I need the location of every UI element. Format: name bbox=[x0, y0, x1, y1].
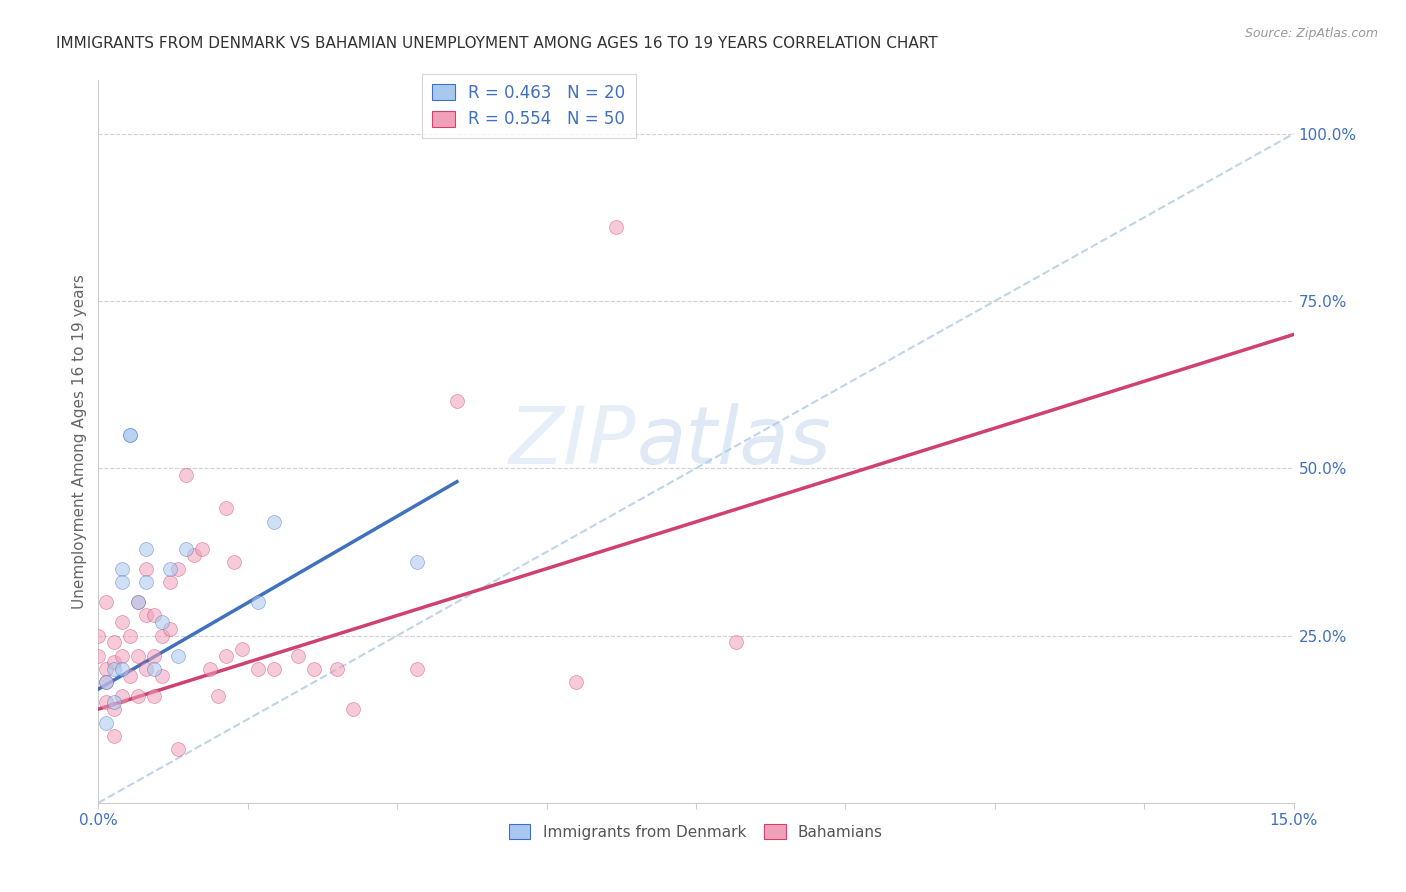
Point bbox=[724, 635, 747, 649]
Point bbox=[167, 562, 190, 576]
Point bbox=[135, 575, 157, 590]
Point bbox=[111, 689, 134, 703]
Point bbox=[135, 662, 157, 676]
Point bbox=[111, 615, 134, 630]
Point bbox=[96, 696, 118, 710]
Point bbox=[96, 675, 118, 690]
Point bbox=[406, 555, 429, 569]
Text: Source: ZipAtlas.com: Source: ZipAtlas.com bbox=[1244, 27, 1378, 40]
Point bbox=[127, 595, 149, 609]
Point bbox=[222, 555, 245, 569]
Point bbox=[605, 220, 627, 235]
Point bbox=[103, 702, 125, 716]
Point bbox=[143, 662, 166, 676]
Point bbox=[174, 467, 197, 482]
Y-axis label: Unemployment Among Ages 16 to 19 years: Unemployment Among Ages 16 to 19 years bbox=[72, 274, 87, 609]
Point bbox=[120, 427, 142, 442]
Point bbox=[246, 595, 269, 609]
Point bbox=[111, 648, 134, 663]
Point bbox=[446, 394, 468, 409]
Point bbox=[183, 548, 205, 563]
Point bbox=[96, 662, 118, 676]
Legend: Immigrants from Denmark, Bahamians: Immigrants from Denmark, Bahamians bbox=[503, 818, 889, 846]
Point bbox=[87, 628, 110, 642]
Point bbox=[231, 642, 253, 657]
Point bbox=[127, 689, 149, 703]
Point bbox=[406, 662, 429, 676]
Point bbox=[103, 655, 125, 669]
Point bbox=[215, 648, 238, 663]
Point bbox=[135, 562, 157, 576]
Point bbox=[150, 669, 173, 683]
Point bbox=[103, 635, 125, 649]
Point bbox=[111, 575, 134, 590]
Point bbox=[120, 628, 142, 642]
Point bbox=[150, 615, 173, 630]
Point bbox=[326, 662, 349, 676]
Point bbox=[127, 595, 149, 609]
Point bbox=[103, 729, 125, 743]
Point bbox=[120, 669, 142, 683]
Point bbox=[135, 608, 157, 623]
Point bbox=[111, 562, 134, 576]
Point bbox=[159, 562, 181, 576]
Point bbox=[96, 675, 118, 690]
Point bbox=[120, 427, 142, 442]
Point bbox=[263, 515, 285, 529]
Point bbox=[342, 702, 364, 716]
Point bbox=[215, 501, 238, 516]
Point bbox=[127, 648, 149, 663]
Point bbox=[565, 675, 588, 690]
Point bbox=[287, 648, 309, 663]
Point bbox=[150, 628, 173, 642]
Text: atlas: atlas bbox=[637, 402, 831, 481]
Point bbox=[135, 541, 157, 556]
Point bbox=[167, 648, 190, 663]
Point bbox=[159, 575, 181, 590]
Text: ZIP: ZIP bbox=[509, 402, 637, 481]
Point bbox=[246, 662, 269, 676]
Point bbox=[103, 662, 125, 676]
Point bbox=[191, 541, 214, 556]
Text: IMMIGRANTS FROM DENMARK VS BAHAMIAN UNEMPLOYMENT AMONG AGES 16 TO 19 YEARS CORRE: IMMIGRANTS FROM DENMARK VS BAHAMIAN UNEM… bbox=[56, 36, 938, 51]
Point bbox=[159, 622, 181, 636]
Point bbox=[198, 662, 221, 676]
Point bbox=[302, 662, 325, 676]
Point bbox=[143, 608, 166, 623]
Point bbox=[111, 662, 134, 676]
Point bbox=[263, 662, 285, 676]
Point bbox=[96, 595, 118, 609]
Point bbox=[96, 715, 118, 730]
Point bbox=[167, 742, 190, 756]
Point bbox=[143, 689, 166, 703]
Point bbox=[87, 648, 110, 663]
Point bbox=[207, 689, 229, 703]
Point bbox=[103, 696, 125, 710]
Point bbox=[143, 648, 166, 663]
Point bbox=[174, 541, 197, 556]
